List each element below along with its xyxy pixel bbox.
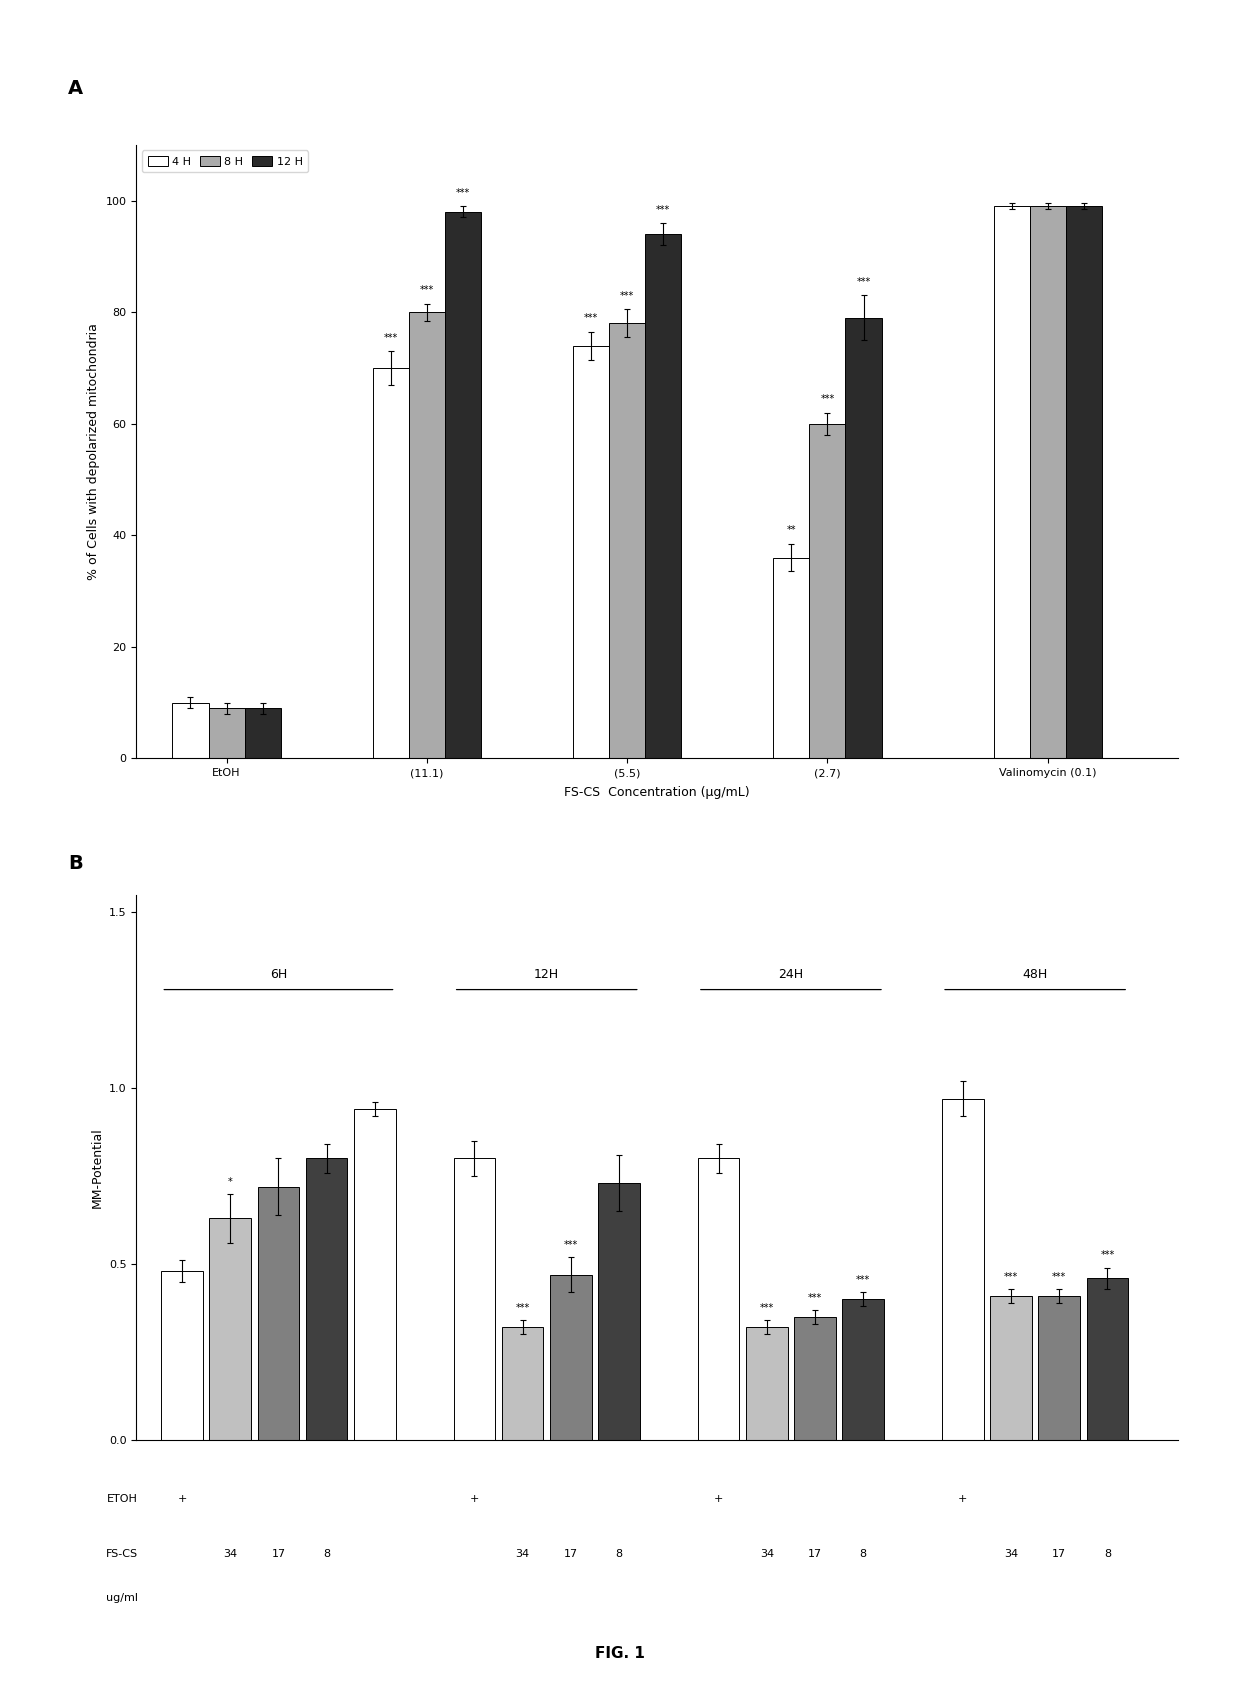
- Text: 17: 17: [272, 1549, 285, 1559]
- Bar: [258, 1186, 299, 1440]
- Text: +: +: [177, 1494, 187, 1505]
- Bar: [208, 709, 244, 758]
- Bar: [698, 1159, 739, 1440]
- Text: 6H: 6H: [270, 968, 288, 982]
- Text: A: A: [68, 78, 83, 97]
- Text: 48H: 48H: [1023, 968, 1048, 982]
- Bar: [810, 424, 846, 758]
- Text: 34: 34: [1004, 1549, 1018, 1559]
- Text: **: **: [786, 525, 796, 535]
- Bar: [609, 324, 645, 758]
- Bar: [774, 557, 810, 758]
- Bar: [645, 233, 681, 758]
- Bar: [409, 312, 445, 758]
- Text: ***: ***: [760, 1304, 774, 1314]
- Bar: [573, 346, 609, 758]
- Text: ***: ***: [456, 187, 470, 198]
- Text: ***: ***: [1004, 1271, 1018, 1281]
- Bar: [373, 368, 409, 758]
- Y-axis label: MM-Potential: MM-Potential: [91, 1126, 103, 1208]
- Text: ***: ***: [656, 204, 671, 215]
- Bar: [244, 709, 280, 758]
- Bar: [445, 211, 481, 758]
- Text: FS-CS: FS-CS: [105, 1549, 138, 1559]
- X-axis label: FS-CS  Concentration (μg/mL): FS-CS Concentration (μg/mL): [564, 786, 750, 799]
- Bar: [210, 1218, 250, 1440]
- Text: +: +: [470, 1494, 479, 1505]
- Text: 8: 8: [1104, 1549, 1111, 1559]
- Bar: [991, 1295, 1032, 1440]
- Text: ***: ***: [1100, 1251, 1115, 1261]
- Bar: [1029, 206, 1066, 758]
- Text: 8: 8: [324, 1549, 330, 1559]
- Text: *: *: [228, 1176, 233, 1186]
- Bar: [306, 1159, 347, 1440]
- Bar: [1038, 1295, 1080, 1440]
- Bar: [795, 1317, 836, 1440]
- Text: 12H: 12H: [534, 968, 559, 982]
- Text: 8: 8: [615, 1549, 622, 1559]
- Text: 8: 8: [859, 1549, 867, 1559]
- Bar: [355, 1109, 396, 1440]
- Text: ***: ***: [383, 332, 398, 343]
- Text: +: +: [714, 1494, 723, 1505]
- Text: ***: ***: [620, 291, 635, 302]
- Bar: [502, 1327, 543, 1440]
- Text: 34: 34: [223, 1549, 237, 1559]
- Text: ***: ***: [584, 314, 598, 324]
- Bar: [1066, 206, 1102, 758]
- Text: FIG. 1: FIG. 1: [595, 1646, 645, 1661]
- Bar: [993, 206, 1029, 758]
- Text: 34: 34: [516, 1549, 529, 1559]
- Text: 17: 17: [564, 1549, 578, 1559]
- Text: 34: 34: [760, 1549, 774, 1559]
- Bar: [746, 1327, 787, 1440]
- Text: ***: ***: [821, 394, 835, 404]
- Text: ug/ml: ug/ml: [107, 1593, 138, 1602]
- Text: ***: ***: [564, 1241, 578, 1251]
- Bar: [172, 702, 208, 758]
- Bar: [598, 1183, 640, 1440]
- Text: 24H: 24H: [779, 968, 804, 982]
- Bar: [454, 1159, 495, 1440]
- Bar: [161, 1271, 203, 1440]
- Bar: [1086, 1278, 1128, 1440]
- Text: B: B: [68, 854, 83, 872]
- Bar: [842, 1298, 884, 1440]
- Text: ***: ***: [856, 1275, 870, 1285]
- Y-axis label: % of Cells with depolarized mitochondria: % of Cells with depolarized mitochondria: [87, 324, 100, 579]
- Text: +: +: [959, 1494, 967, 1505]
- Text: ***: ***: [857, 278, 870, 286]
- Text: 17: 17: [1053, 1549, 1066, 1559]
- Text: ETOH: ETOH: [107, 1494, 138, 1505]
- Text: ***: ***: [1052, 1271, 1066, 1281]
- Text: ***: ***: [808, 1293, 822, 1302]
- Text: ***: ***: [516, 1304, 529, 1314]
- Bar: [942, 1099, 983, 1440]
- Text: 17: 17: [808, 1549, 822, 1559]
- Text: ***: ***: [419, 285, 434, 295]
- Bar: [846, 317, 882, 758]
- Bar: [551, 1275, 591, 1440]
- Legend: 4 H, 8 H, 12 H: 4 H, 8 H, 12 H: [141, 150, 309, 172]
